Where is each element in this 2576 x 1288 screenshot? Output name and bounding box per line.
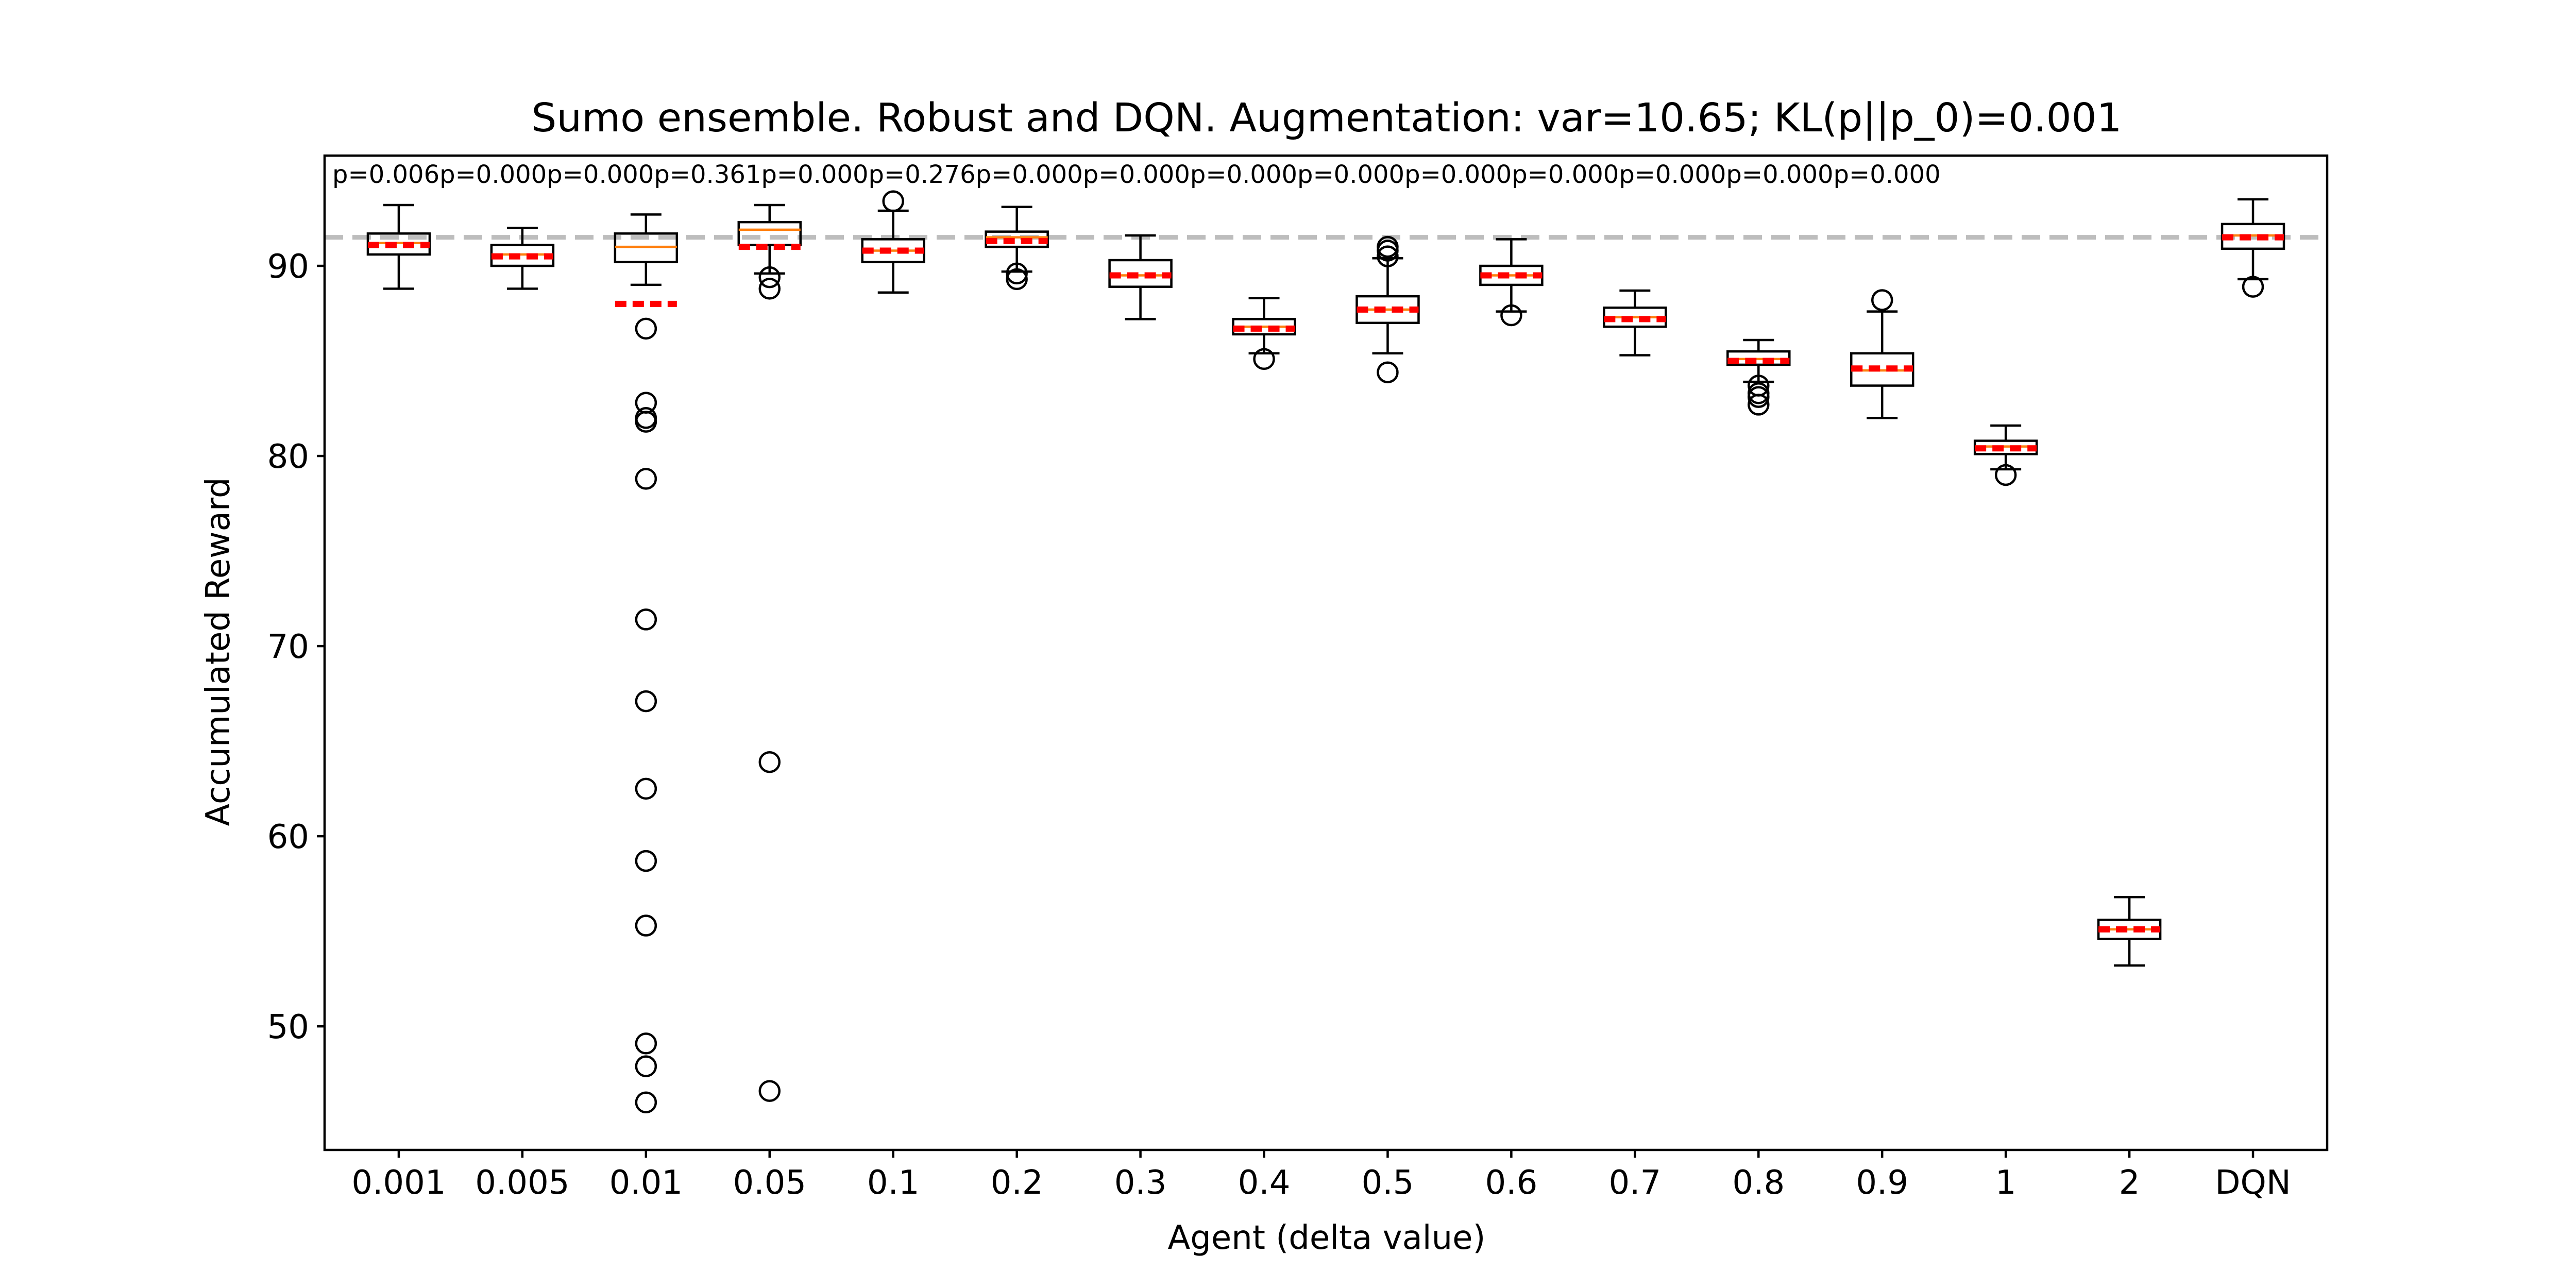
x-tick-label: 0.9 (1856, 1164, 1908, 1202)
x-tick-label: 0.8 (1732, 1164, 1785, 1202)
outlier-point (635, 468, 657, 490)
box-0.2 (985, 206, 1049, 291)
outlier-point (1748, 386, 1770, 408)
y-tick-label: 70 (267, 628, 309, 666)
box-1 (1973, 424, 2038, 486)
box-0.005 (490, 226, 555, 290)
p-value: p=0.000 (1297, 160, 1404, 189)
outlier-point (758, 1080, 781, 1102)
box-0.8 (1726, 338, 1791, 416)
iqr-box (737, 221, 802, 246)
outlier-point (758, 751, 781, 773)
outlier-point (635, 1055, 657, 1077)
outlier-point (758, 278, 781, 300)
x-tick-label: 0.005 (475, 1164, 569, 1202)
box-0.9 (1850, 289, 1914, 419)
outlier-point (635, 690, 657, 713)
outlier-point (1253, 348, 1275, 370)
outlier-point (1377, 361, 1399, 383)
box-0.3 (1108, 234, 1173, 320)
outlier-point (635, 777, 657, 800)
y-tick-label: 80 (267, 438, 309, 476)
outlier-point (1377, 245, 1399, 267)
outlier-point (635, 914, 657, 937)
x-tick-label: 0.2 (991, 1164, 1043, 1202)
box-DQN (2221, 198, 2285, 298)
p-value: p=0.000 (1512, 160, 1619, 189)
y-axis: 50 60 70 80 90 (267, 248, 325, 1046)
x-tick-label: 0.4 (1238, 1164, 1291, 1202)
outlier-point (635, 608, 657, 631)
box-0.05 (737, 204, 802, 1102)
y-tick-label: 90 (267, 248, 309, 286)
outlier-point (1871, 289, 1893, 311)
box-0.4 (1232, 297, 1296, 370)
x-tick-label: 1 (1995, 1164, 2016, 1202)
x-tick-label: 0.001 (351, 1164, 446, 1202)
x-tick-label: DQN (2215, 1164, 2291, 1202)
x-tick-label: 0.1 (867, 1164, 920, 1202)
box-0.1 (861, 190, 925, 294)
outlier-point (1377, 240, 1399, 262)
p-value: p=0.006 (332, 160, 439, 189)
p-value: p=0.000 (547, 160, 654, 189)
box-0.6 (1479, 238, 1544, 327)
p-value: p=0.361 (654, 160, 761, 189)
p-value: p=0.000 (761, 160, 868, 189)
x-tick-label: 0.5 (1362, 1164, 1414, 1202)
box-0.7 (1603, 289, 1667, 357)
outlier-point (635, 411, 657, 433)
p-value: p=0.000 (1619, 160, 1726, 189)
outlier-point (1994, 464, 2017, 486)
p-value-labels: p=0.006p=0.000p=0.000p=0.361p=0.000p=0.2… (332, 160, 1941, 189)
outlier-point (758, 266, 781, 289)
x-tick-label: 2 (2119, 1164, 2140, 1202)
p-value: p=0.000 (976, 160, 1083, 189)
outlier-point (1500, 304, 1522, 327)
x-axis-label: Agent (delta value) (1168, 1219, 1486, 1257)
outlier-point (635, 850, 657, 872)
box-0.001 (366, 204, 431, 290)
outlier-point (2242, 276, 2264, 298)
p-value: p=0.000 (1404, 160, 1512, 189)
x-tick-label: 0.7 (1608, 1164, 1661, 1202)
p-value: p=0.000 (1190, 160, 1297, 189)
x-tick-label: 0.01 (609, 1164, 683, 1202)
chart-title: Sumo ensemble. Robust and DQN. Augmentat… (531, 95, 2122, 141)
outlier-point (635, 1032, 657, 1055)
p-value-row: p=0.006p=0.000p=0.000p=0.361p=0.000p=0.2… (332, 160, 1941, 189)
outlier-point (635, 1091, 657, 1113)
p-value: p=0.000 (1834, 160, 1941, 189)
x-axis: 0.001 0.005 0.01 0.05 0.1 0.2 0.3 0.4 0.5 0.6 0.7 0… (351, 1150, 2291, 1202)
box-0.01 (614, 213, 679, 1113)
y-axis-label: Accumulated Reward (199, 477, 238, 826)
x-tick-label: 0.05 (733, 1164, 807, 1202)
box-2 (2097, 895, 2162, 967)
y-tick-label: 60 (267, 818, 309, 856)
boxes-layer (366, 190, 2285, 1113)
outlier-point (1006, 268, 1028, 291)
plot-area-frame (323, 154, 2329, 1151)
box-0.5 (1355, 235, 1420, 383)
outlier-point (882, 190, 904, 212)
y-tick-label: 50 (267, 1008, 309, 1046)
p-value: p=0.000 (1083, 160, 1190, 189)
p-value: p=0.000 (439, 160, 547, 189)
outlier-point (1006, 262, 1028, 285)
outlier-point (635, 317, 657, 340)
x-tick-label: 0.3 (1114, 1164, 1167, 1202)
outlier-point (1748, 394, 1770, 416)
p-value: p=0.276 (869, 160, 976, 189)
x-tick-label: 0.6 (1485, 1164, 1538, 1202)
p-value: p=0.000 (1726, 160, 1833, 189)
